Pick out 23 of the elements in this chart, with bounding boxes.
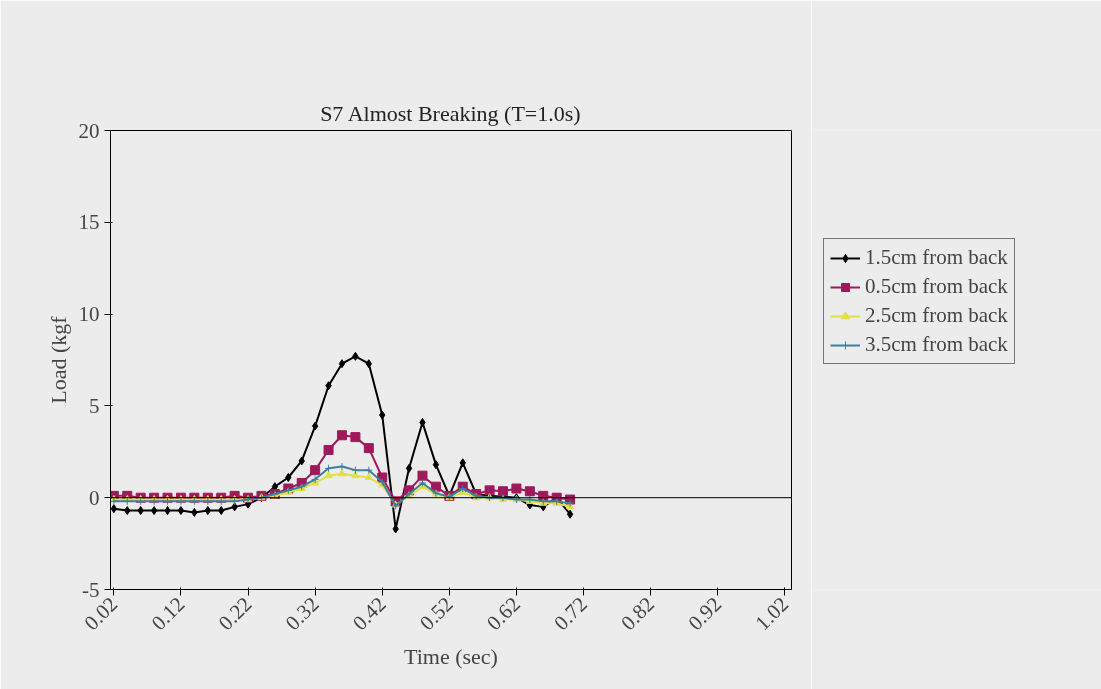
x-tick-label: 0.92 [683, 592, 727, 635]
x-tick-label: 0.32 [280, 592, 324, 635]
legend-label: 3.5cm from back [865, 332, 1008, 357]
chart-title: S7 Almost Breaking (T=1.0s) [320, 100, 581, 126]
x-tick-label: 0.42 [347, 592, 391, 635]
legend-label: 1.5cm from back [865, 245, 1008, 270]
x-tick-label: 0.62 [481, 592, 525, 635]
x-tick-label: 0.82 [616, 592, 660, 635]
y-tick-label: 0 [89, 485, 100, 510]
y-tick-label: 15 [78, 210, 100, 235]
y-tick-label: -5 [82, 577, 100, 602]
y-tick-label: 10 [78, 302, 100, 327]
x-axis-title: Time (sec) [404, 644, 498, 670]
x-tick-label: 0.22 [213, 592, 257, 635]
y-tick-label: 20 [78, 118, 100, 143]
x-tick-label: 1.02 [750, 592, 794, 635]
y-tick-label: 5 [89, 393, 100, 418]
x-tick-label: 0.12 [146, 592, 190, 635]
x-tick-label: 0.72 [549, 592, 592, 635]
y-axis-title: Load (kgf [45, 315, 71, 404]
legend-label: 2.5cm from back [865, 303, 1008, 328]
x-tick-label: 0.52 [414, 592, 458, 635]
legend-label: 0.5cm from back [865, 274, 1008, 299]
